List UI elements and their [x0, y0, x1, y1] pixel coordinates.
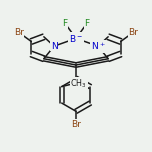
Text: CH$_3$: CH$_3$ — [70, 77, 87, 90]
Text: Br: Br — [71, 120, 81, 129]
Text: B$^-$: B$^-$ — [69, 33, 83, 44]
Text: Br: Br — [128, 28, 138, 37]
Text: N: N — [51, 42, 57, 51]
Text: F: F — [62, 19, 68, 28]
Text: F: F — [84, 19, 90, 28]
Text: N$^+$: N$^+$ — [91, 40, 105, 52]
Text: Br: Br — [14, 28, 24, 37]
